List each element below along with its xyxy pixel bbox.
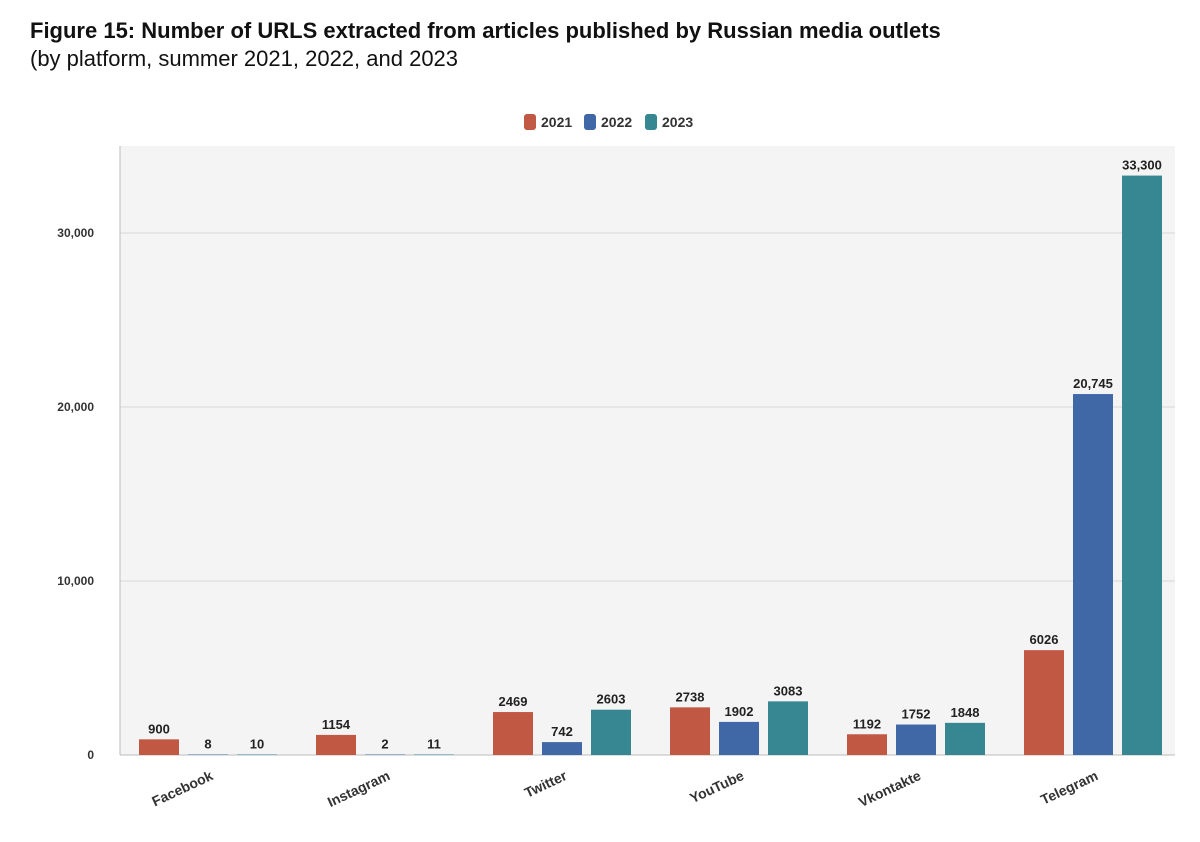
bar-facebook-2021 (139, 739, 179, 755)
data-label: 2 (381, 737, 388, 752)
data-label: 11 (427, 737, 441, 752)
chart-title: Figure 15: Number of URLS extracted from… (30, 18, 941, 43)
bar-facebook-2023 (237, 754, 277, 755)
x-tick-label: Vkontakte (856, 767, 924, 810)
bar-vkontakte-2023 (945, 722, 985, 755)
plot-area (120, 146, 1175, 755)
data-label: 3083 (774, 683, 803, 698)
data-label: 1902 (725, 704, 754, 719)
data-label: 1192 (853, 716, 881, 731)
legend-swatch-2022 (584, 114, 596, 130)
data-label: 742 (551, 724, 573, 739)
data-label: 1154 (322, 717, 351, 732)
y-tick-label: 30,000 (57, 226, 94, 240)
data-label: 1848 (951, 705, 980, 720)
bar-vkontakte-2021 (847, 734, 887, 755)
x-tick-label: Instagram (325, 767, 392, 810)
bar-instagram-2022 (365, 754, 405, 755)
bar-instagram-2023 (414, 754, 454, 755)
legend: 2021 2022 2023 (0, 110, 1200, 134)
bar-youtube-2021 (670, 707, 710, 755)
bar-telegram-2023 (1122, 175, 1162, 755)
bar-youtube-2022 (719, 721, 759, 755)
x-tick-label: Twitter (522, 767, 570, 801)
bar-instagram-2021 (316, 734, 356, 755)
data-label: 20,745 (1073, 376, 1113, 391)
x-tick-label: Telegram (1038, 767, 1100, 807)
y-tick-label: 10,000 (57, 574, 94, 588)
legend-item-2023: 2023 (645, 110, 693, 134)
bar-facebook-2022 (188, 754, 228, 755)
legend-label-2023: 2023 (662, 114, 694, 130)
bar-twitter-2023 (591, 709, 631, 755)
data-label: 10 (250, 737, 264, 752)
data-label: 8 (204, 737, 211, 752)
data-label: 900 (148, 721, 170, 736)
legend-swatch-2023 (645, 114, 657, 130)
data-label: 2469 (499, 694, 528, 709)
data-label: 2603 (597, 692, 626, 707)
legend-label-2022: 2022 (601, 114, 633, 130)
legend-swatch-2021 (524, 114, 536, 130)
data-label: 2738 (676, 689, 705, 704)
bar-telegram-2022 (1073, 394, 1113, 755)
bar-twitter-2022 (542, 742, 582, 755)
bar-twitter-2021 (493, 712, 533, 755)
legend-label-2021: 2021 (541, 114, 573, 130)
bar-vkontakte-2022 (896, 724, 936, 755)
bar-telegram-2021 (1024, 650, 1064, 755)
y-tick-label: 20,000 (57, 400, 94, 414)
data-label: 6026 (1030, 632, 1059, 647)
legend-item-2021: 2021 (524, 110, 572, 134)
x-tick-label: Facebook (149, 767, 215, 809)
legend-item-2022: 2022 (584, 110, 632, 134)
data-label: 1752 (902, 707, 931, 722)
data-label: 33,300 (1122, 158, 1162, 173)
bar-youtube-2023 (768, 701, 808, 755)
chart-subtitle: (by platform, summer 2021, 2022, and 202… (30, 46, 459, 71)
y-tick-label: 0 (87, 748, 94, 762)
x-tick-label: YouTube (687, 767, 746, 806)
